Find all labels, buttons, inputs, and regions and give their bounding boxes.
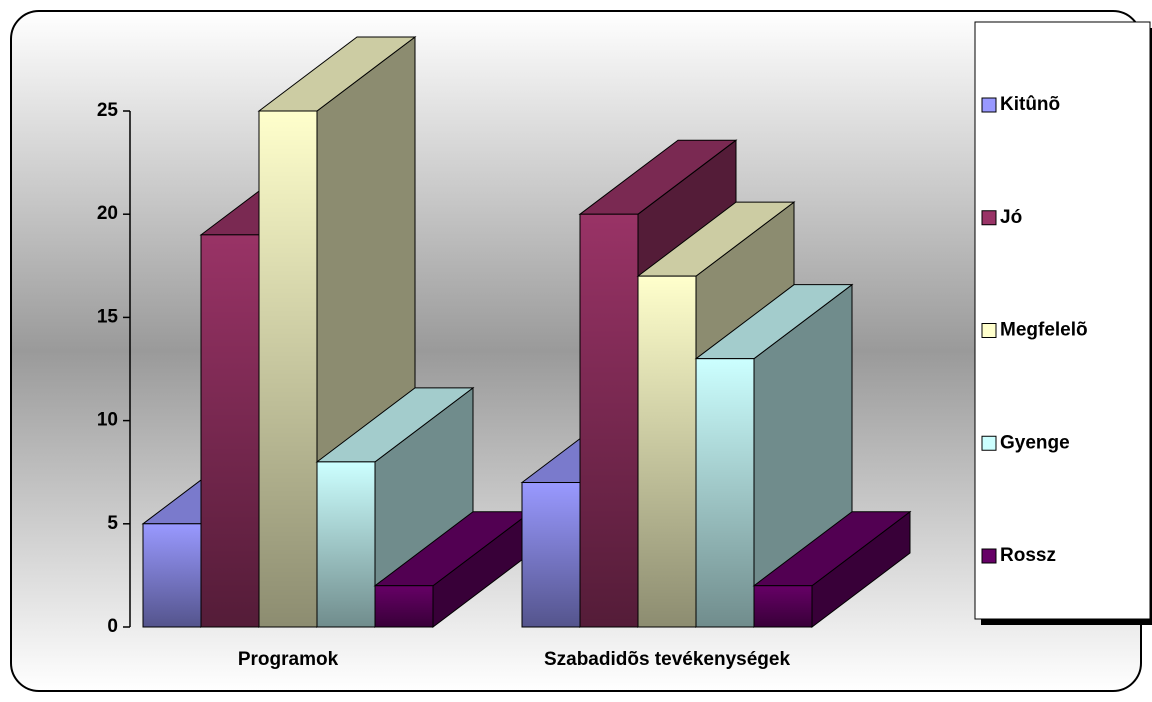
bar-shade (259, 111, 317, 627)
y-tick-label: 5 (107, 513, 118, 534)
bar-shade (143, 523, 201, 627)
bar-shade (754, 585, 812, 627)
y-tick-label: 20 (97, 203, 118, 224)
bar-shade (696, 358, 754, 627)
legend-swatch (981, 548, 997, 564)
bar-shade (375, 585, 433, 627)
legend-label: Gyenge (1000, 432, 1070, 453)
x-tick-label: Szabadidõs tevékenységek (544, 649, 790, 670)
legend-box (974, 21, 1151, 620)
bar-shade (522, 482, 580, 627)
y-tick-label: 25 (97, 100, 119, 121)
legend-swatch (981, 210, 997, 226)
y-tick-label: 0 (107, 616, 118, 637)
bar-shade (201, 234, 259, 627)
legend-label: Jó (1000, 207, 1022, 228)
x-tick-label: Programok (238, 649, 339, 670)
y-tick-label: 10 (97, 410, 118, 431)
legend-swatch (981, 435, 997, 451)
legend-label: Rossz (1000, 545, 1056, 566)
y-tick-label: 15 (97, 306, 119, 327)
legend-label: Kitûnõ (1000, 94, 1060, 115)
legend-label: Megfelelõ (1000, 320, 1088, 341)
legend-swatch (981, 97, 997, 113)
bar-shade (638, 276, 696, 627)
bar-shade (317, 461, 375, 627)
legend-swatch (981, 323, 997, 338)
bar-shade (580, 214, 638, 627)
